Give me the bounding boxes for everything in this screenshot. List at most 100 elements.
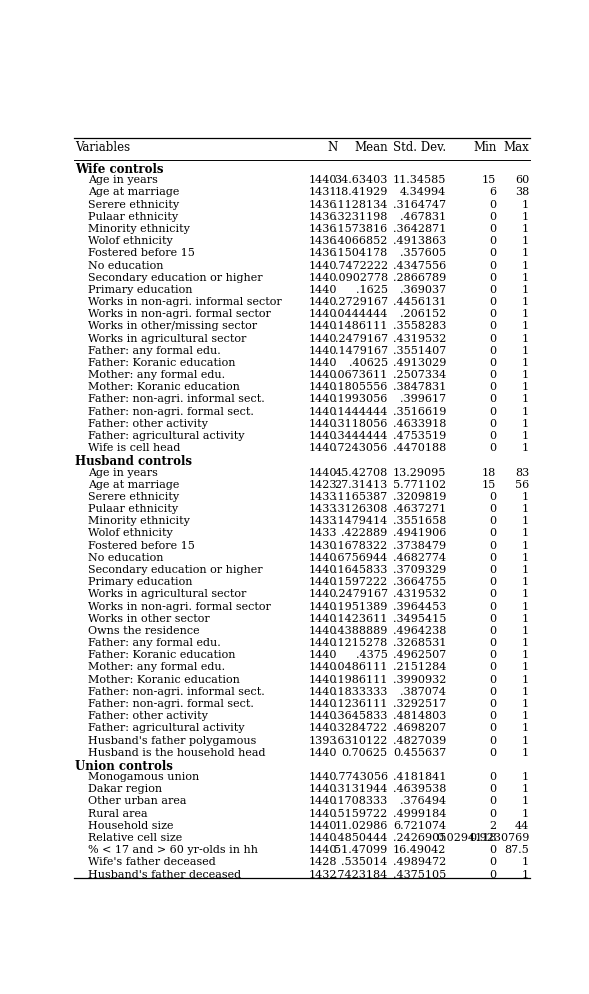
Text: 0: 0: [489, 577, 497, 586]
Text: 1: 1: [522, 723, 529, 733]
Text: .4066852: .4066852: [335, 236, 388, 246]
Text: 0: 0: [489, 333, 497, 343]
Text: 1433: 1433: [309, 504, 337, 514]
Text: 1440: 1440: [309, 175, 337, 185]
Text: .3444444: .3444444: [335, 430, 388, 440]
Text: Husband's father polygamous: Husband's father polygamous: [88, 735, 256, 745]
Text: 0: 0: [489, 662, 497, 672]
Text: 0: 0: [489, 795, 497, 806]
Text: 1440: 1440: [309, 297, 337, 307]
Text: 1433: 1433: [309, 528, 337, 538]
Text: 0: 0: [489, 637, 497, 647]
Text: 1440: 1440: [309, 674, 337, 684]
Text: .467831: .467831: [400, 212, 446, 222]
Text: 1440: 1440: [309, 321, 337, 331]
Text: .4913029: .4913029: [393, 358, 446, 368]
Text: Father: any formal edu.: Father: any formal edu.: [88, 637, 220, 647]
Text: 1440: 1440: [309, 820, 337, 830]
Text: .1444444: .1444444: [335, 407, 388, 416]
Text: Relative cell size: Relative cell size: [88, 832, 182, 842]
Text: 83: 83: [515, 467, 529, 477]
Text: 1: 1: [522, 650, 529, 660]
Text: .4470188: .4470188: [393, 442, 446, 452]
Text: .2479167: .2479167: [335, 588, 388, 598]
Text: 1: 1: [522, 321, 529, 331]
Text: 0: 0: [489, 783, 497, 793]
Text: .4181841: .4181841: [393, 771, 446, 781]
Text: 11.02986: 11.02986: [335, 820, 388, 830]
Text: Father: agricultural activity: Father: agricultural activity: [88, 723, 244, 733]
Text: Secondary education or higher: Secondary education or higher: [88, 565, 263, 575]
Text: 0: 0: [489, 540, 497, 550]
Text: 6: 6: [489, 187, 497, 197]
Text: 87.5: 87.5: [504, 844, 529, 854]
Text: 1440: 1440: [309, 601, 337, 611]
Text: .1215278: .1215278: [335, 637, 388, 647]
Text: 1440: 1440: [309, 272, 337, 282]
Text: 0: 0: [489, 735, 497, 745]
Text: Union controls: Union controls: [75, 759, 173, 772]
Text: .4375: .4375: [356, 650, 388, 660]
Text: 1: 1: [522, 297, 529, 307]
Text: 0.70625: 0.70625: [342, 746, 388, 757]
Text: .0486111: .0486111: [335, 662, 388, 672]
Text: 15: 15: [482, 175, 497, 185]
Text: 1440: 1440: [309, 588, 337, 598]
Text: .4347556: .4347556: [393, 260, 446, 270]
Text: 0: 0: [489, 382, 497, 392]
Text: 4.34994: 4.34994: [400, 187, 446, 197]
Text: 0: 0: [489, 844, 497, 854]
Text: .2426905: .2426905: [393, 832, 446, 842]
Text: 1: 1: [522, 637, 529, 647]
Text: .3231198: .3231198: [335, 212, 388, 222]
Text: .1236111: .1236111: [335, 699, 388, 709]
Text: 51.47099: 51.47099: [335, 844, 388, 854]
Text: 38: 38: [515, 187, 529, 197]
Text: Wife controls: Wife controls: [75, 163, 164, 176]
Text: 0: 0: [489, 674, 497, 684]
Text: 13.29095: 13.29095: [393, 467, 446, 477]
Text: .5159722: .5159722: [335, 808, 388, 818]
Text: 0: 0: [489, 394, 497, 405]
Text: 45.42708: 45.42708: [335, 467, 388, 477]
Text: .535014: .535014: [342, 857, 388, 867]
Text: 1: 1: [522, 699, 529, 709]
Text: .3126308: .3126308: [335, 504, 388, 514]
Text: Monogamous union: Monogamous union: [88, 771, 199, 781]
Text: 1440: 1440: [309, 260, 337, 270]
Text: 1: 1: [522, 711, 529, 721]
Text: 0: 0: [489, 516, 497, 526]
Text: .4964238: .4964238: [393, 625, 446, 635]
Text: 0: 0: [489, 528, 497, 538]
Text: .1833333: .1833333: [335, 686, 388, 696]
Text: Mother: any formal edu.: Mother: any formal edu.: [88, 370, 225, 380]
Text: 1440: 1440: [309, 625, 337, 635]
Text: Father: Koranic education: Father: Koranic education: [88, 358, 235, 368]
Text: 0: 0: [489, 699, 497, 709]
Text: Dakar region: Dakar region: [88, 783, 162, 793]
Text: 0: 0: [489, 297, 497, 307]
Text: 1: 1: [522, 394, 529, 405]
Text: 1: 1: [522, 577, 529, 586]
Text: .3209819: .3209819: [393, 491, 446, 501]
Text: 1: 1: [522, 857, 529, 867]
Text: 0: 0: [489, 601, 497, 611]
Text: .0673611: .0673611: [335, 370, 388, 380]
Text: Owns the residence: Owns the residence: [88, 625, 200, 635]
Text: 60: 60: [515, 175, 529, 185]
Text: 1: 1: [522, 224, 529, 234]
Text: 0: 0: [489, 358, 497, 368]
Text: Father: Koranic education: Father: Koranic education: [88, 650, 235, 660]
Text: 1440: 1440: [309, 346, 337, 356]
Text: Other urban area: Other urban area: [88, 795, 186, 806]
Text: 0: 0: [489, 650, 497, 660]
Text: Father: non-agri. formal sect.: Father: non-agri. formal sect.: [88, 407, 254, 416]
Text: .4814803: .4814803: [393, 711, 446, 721]
Text: .4639538: .4639538: [393, 783, 446, 793]
Text: 56: 56: [515, 479, 529, 489]
Text: .4682774: .4682774: [393, 553, 446, 563]
Text: .1479414: .1479414: [335, 516, 388, 526]
Text: .4913863: .4913863: [393, 236, 446, 246]
Text: 44: 44: [515, 820, 529, 830]
Text: .3551407: .3551407: [393, 346, 446, 356]
